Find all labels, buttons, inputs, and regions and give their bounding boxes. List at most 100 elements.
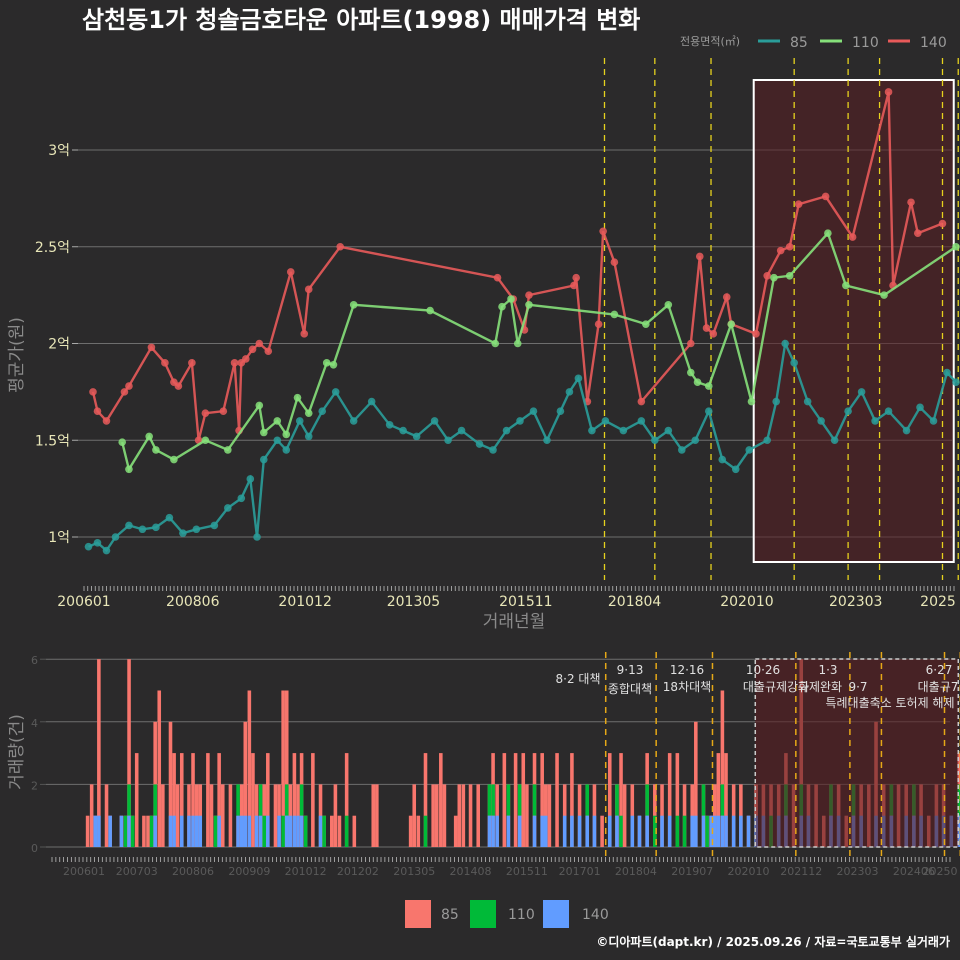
bar-85 bbox=[127, 659, 131, 847]
data-point-140 bbox=[763, 271, 771, 280]
lower-policy-lines bbox=[604, 652, 960, 858]
bar-month bbox=[281, 690, 285, 847]
bar-140 bbox=[667, 815, 672, 847]
bar-85 bbox=[251, 753, 255, 847]
data-point-140 bbox=[938, 219, 947, 228]
bar-month bbox=[570, 753, 574, 847]
bar-month bbox=[239, 784, 244, 847]
data-point-85 bbox=[817, 417, 825, 425]
bar-140 bbox=[720, 815, 725, 847]
bar-140 bbox=[731, 815, 736, 847]
data-point-110 bbox=[282, 430, 291, 439]
data-point-85 bbox=[651, 436, 659, 445]
lower-x-tick-label: 200703 bbox=[116, 865, 158, 878]
data-point-85 bbox=[282, 446, 291, 454]
bar-110 bbox=[675, 815, 680, 847]
bar-85 bbox=[375, 784, 379, 847]
data-point-85 bbox=[781, 339, 789, 348]
bar-month bbox=[243, 721, 248, 847]
bar-month bbox=[675, 753, 680, 847]
policy-label: 8·2 대책 bbox=[556, 671, 601, 686]
bar-85 bbox=[675, 753, 680, 847]
data-point-140 bbox=[794, 200, 803, 208]
bar-110 bbox=[284, 784, 289, 816]
data-point-85 bbox=[237, 494, 246, 503]
policy-date: 12·16 bbox=[670, 663, 704, 677]
bar-140 bbox=[712, 815, 717, 847]
main-series bbox=[84, 88, 960, 555]
data-point-110 bbox=[304, 409, 313, 417]
bar-85 bbox=[521, 753, 526, 847]
policy-label: 규제완화 bbox=[798, 680, 842, 694]
bar-140 bbox=[288, 815, 293, 847]
bar-85 bbox=[191, 753, 195, 847]
bar-month bbox=[333, 784, 338, 847]
policy-date: 9·13 bbox=[617, 663, 644, 677]
lower-axis-ticks: 0 2 4 6 200601 200703 200806 200909 201012 201202… bbox=[31, 654, 958, 878]
bar-85 bbox=[333, 784, 338, 847]
main-x-label: 거래년월 bbox=[483, 612, 546, 632]
data-point-85 bbox=[93, 539, 102, 547]
bar-month bbox=[209, 784, 214, 847]
bar-110 bbox=[506, 784, 511, 816]
data-point-110 bbox=[610, 310, 619, 319]
bar-month bbox=[206, 753, 210, 847]
data-point-85 bbox=[444, 436, 452, 445]
bar-month bbox=[442, 784, 447, 847]
bar-85 bbox=[408, 815, 413, 847]
data-point-85 bbox=[152, 523, 160, 532]
y-tick-label: 2.5억 bbox=[35, 240, 70, 256]
bar-month bbox=[705, 815, 709, 847]
bar-month bbox=[168, 721, 173, 847]
bar-140 bbox=[562, 815, 567, 847]
bar-month bbox=[172, 753, 176, 847]
bar-85 bbox=[168, 721, 173, 847]
bar-month bbox=[506, 784, 511, 847]
policy-label: 특례대출축소 토허제 해제 bbox=[825, 696, 954, 710]
bar-110 bbox=[585, 784, 590, 816]
data-point-110 bbox=[747, 397, 756, 406]
bar-month bbox=[731, 784, 736, 847]
bar-140 bbox=[277, 815, 281, 847]
bar-110 bbox=[149, 815, 154, 847]
x-tick-label: 201305 bbox=[387, 594, 440, 610]
bar-month bbox=[739, 784, 743, 847]
data-point-140 bbox=[174, 382, 183, 390]
bar-85 bbox=[694, 721, 698, 847]
bar-85 bbox=[330, 815, 334, 847]
data-point-110 bbox=[145, 432, 153, 441]
data-point-85 bbox=[295, 417, 304, 425]
bar-85 bbox=[266, 753, 270, 847]
bar-140 bbox=[694, 815, 698, 847]
bottom-legend: 85 110 140 bbox=[405, 900, 609, 928]
bottom-legend-label-110: 110 bbox=[508, 907, 535, 923]
bar-85 bbox=[179, 753, 184, 847]
bar-85 bbox=[442, 784, 447, 847]
bar-110 bbox=[517, 784, 522, 816]
bar-month bbox=[690, 784, 694, 847]
series-85 bbox=[84, 339, 960, 555]
bar-month bbox=[191, 753, 195, 847]
bar-110 bbox=[153, 784, 157, 816]
lower-x-tick-label: 202303 bbox=[837, 865, 879, 878]
bar-month bbox=[375, 784, 379, 847]
lower-x-tick-label: 201305 bbox=[393, 865, 435, 878]
data-point-85 bbox=[192, 525, 201, 534]
data-point-110 bbox=[770, 273, 778, 282]
policy-date: 6·27 bbox=[926, 663, 953, 677]
bar-85 bbox=[217, 753, 221, 847]
bar-85 bbox=[513, 753, 518, 847]
lower-highlight-region bbox=[754, 658, 960, 848]
bar-140 bbox=[247, 815, 252, 847]
bar-85 bbox=[344, 753, 349, 847]
bar-85 bbox=[431, 784, 435, 847]
bar-month bbox=[89, 784, 94, 847]
bar-month bbox=[495, 784, 499, 847]
data-point-140 bbox=[907, 198, 915, 207]
bar-110 bbox=[303, 815, 308, 847]
data-point-85 bbox=[111, 533, 120, 541]
bar-month bbox=[720, 690, 725, 847]
policy-date: 1·3 bbox=[818, 663, 837, 677]
bar-140 bbox=[318, 815, 323, 847]
bar-month bbox=[187, 784, 191, 847]
